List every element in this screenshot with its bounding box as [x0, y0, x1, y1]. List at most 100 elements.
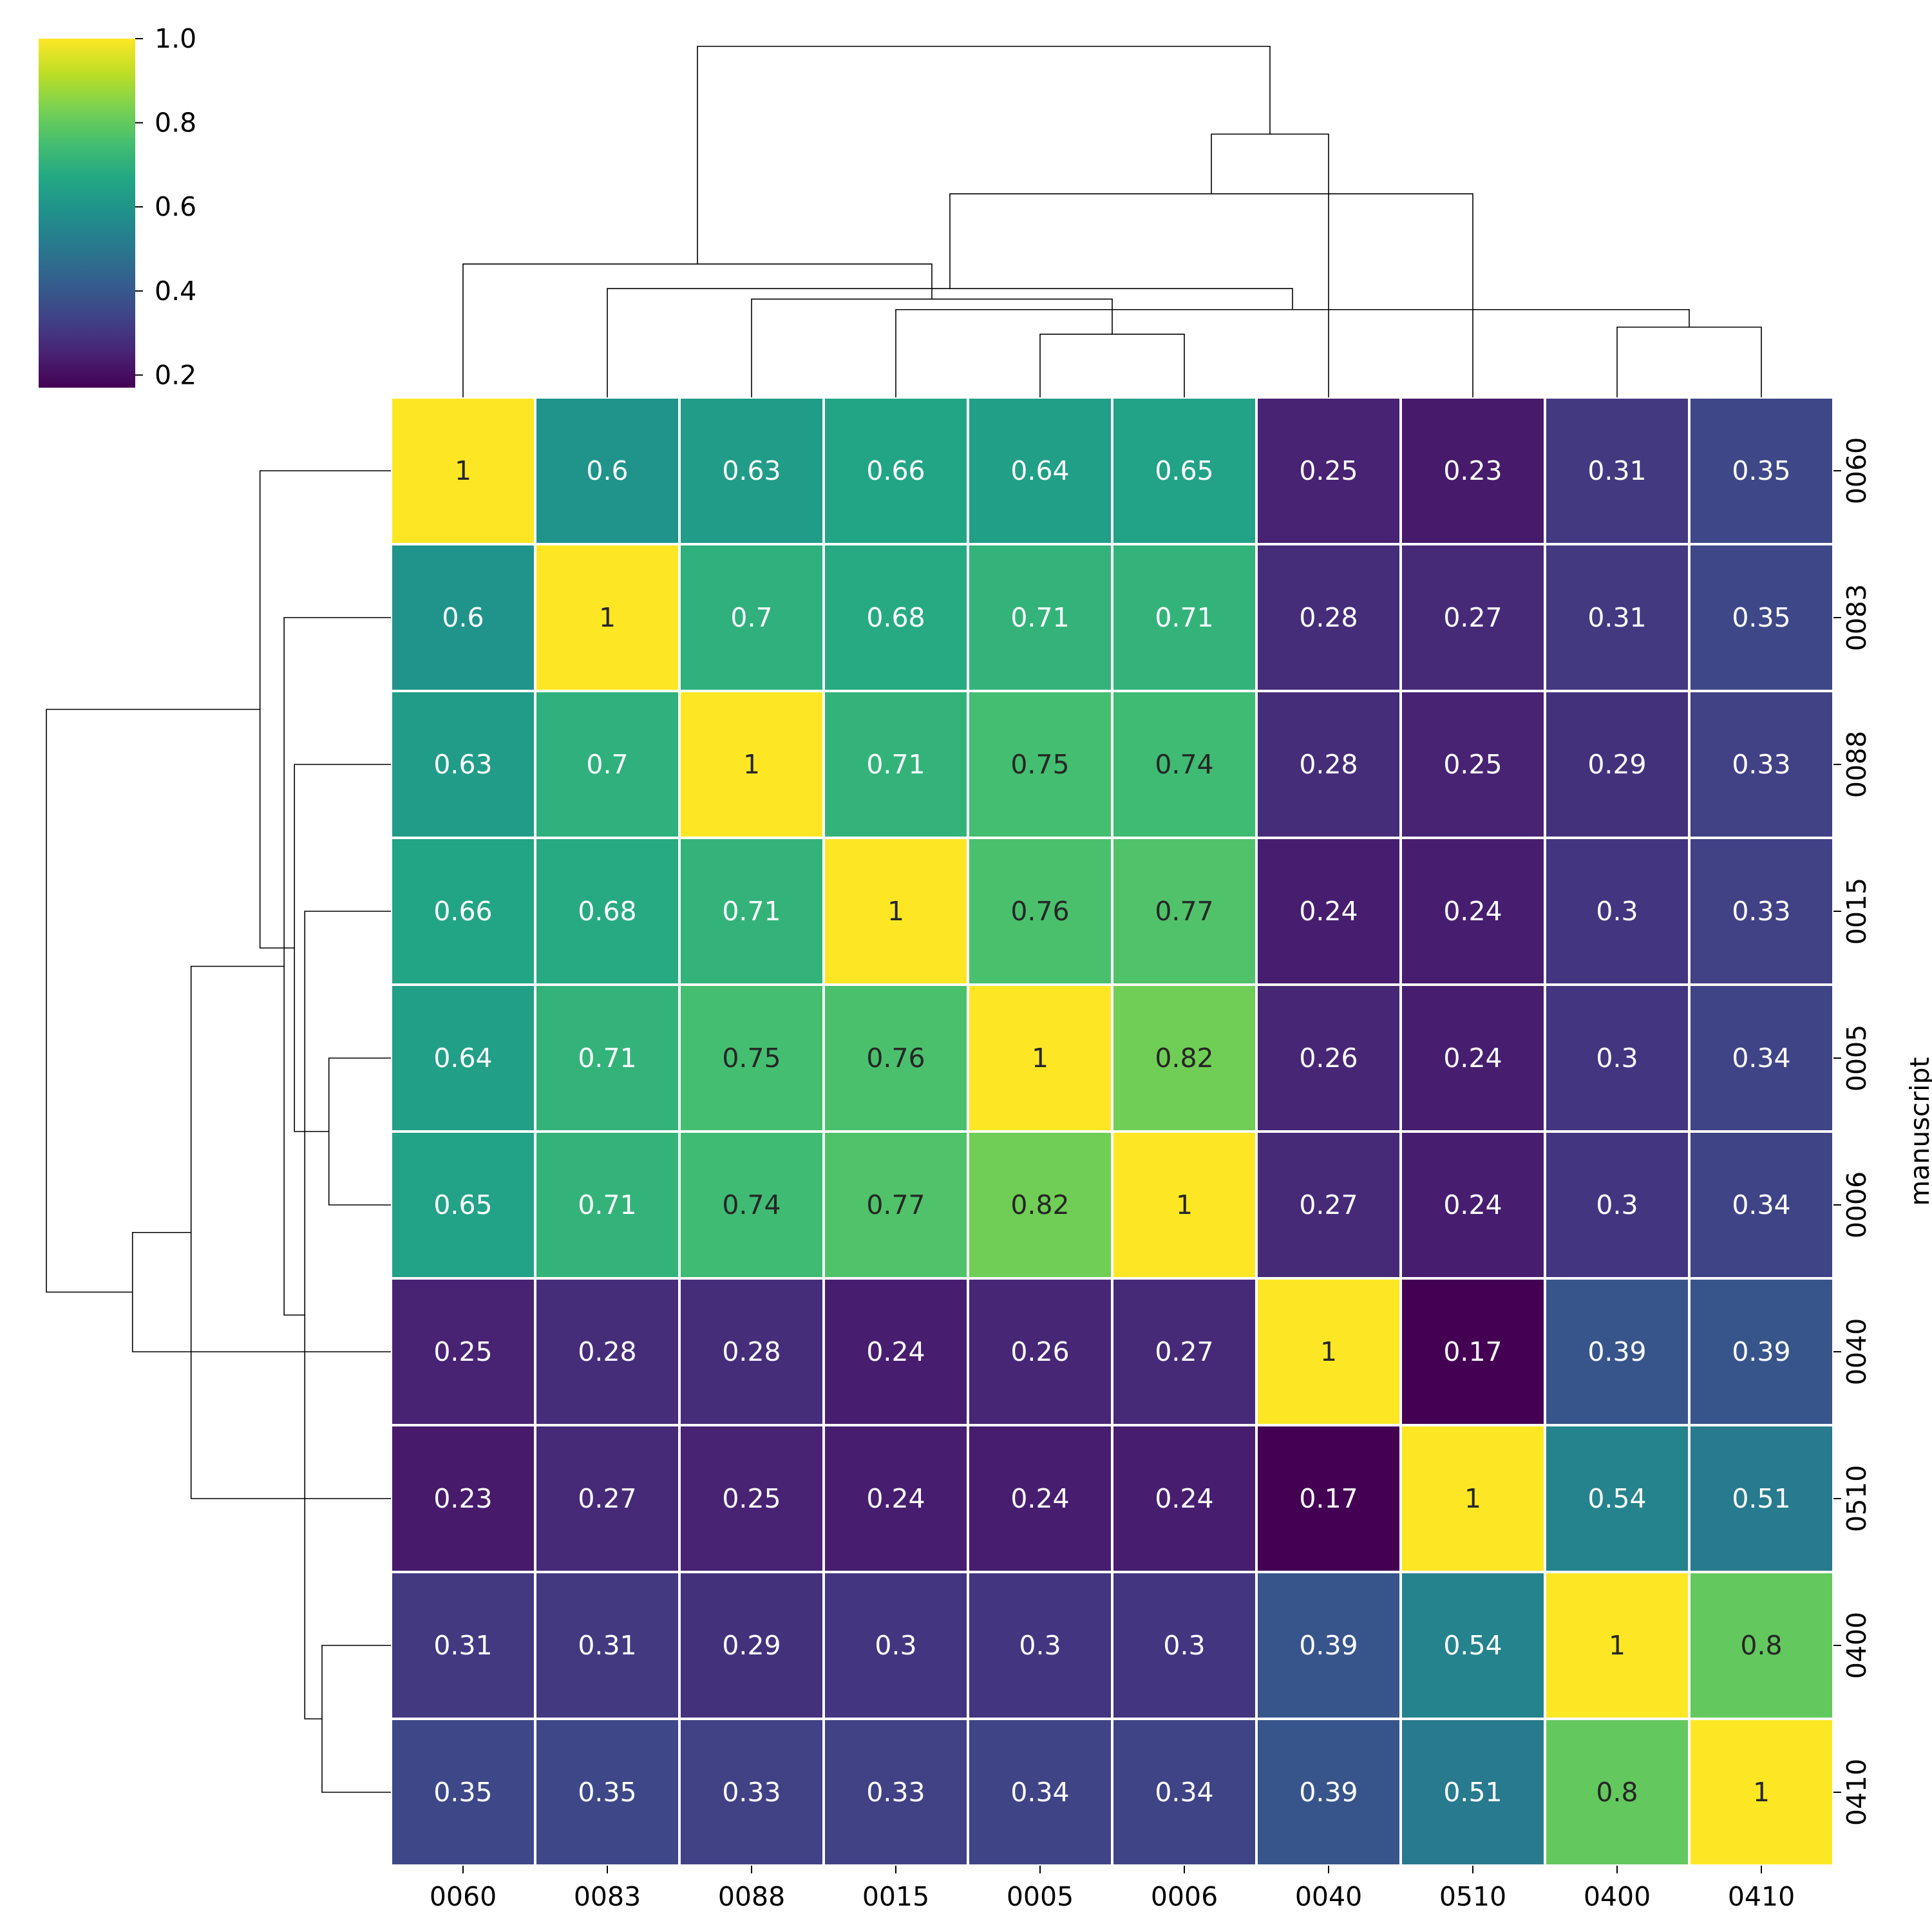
row-dendrogram-link: [131, 1231, 391, 1352]
x-tick-label-0040: 0040: [1295, 1881, 1362, 1912]
heatmap-cell-1-8: [1544, 543, 1690, 692]
heatmap-cell-6-3: [822, 1277, 969, 1426]
cell-value-label-8-5: 0.3: [1163, 1630, 1205, 1661]
cell-value-label-6-4: 0.26: [1010, 1336, 1069, 1367]
cell-value-label-5-3: 0.77: [866, 1189, 925, 1220]
cell-value-label-6-1: 0.28: [578, 1336, 636, 1367]
cell-value-label-7-3: 0.24: [866, 1483, 925, 1514]
heatmap-cell-2-6: [1255, 690, 1402, 839]
cell-value-label-0-5: 0.65: [1155, 455, 1213, 486]
cell-value-label-4-1: 0.71: [578, 1043, 636, 1074]
cell-value-label-0-0: 1: [455, 455, 471, 486]
cell-value-label-4-7: 0.24: [1443, 1043, 1502, 1074]
cell-value-label-9-1: 0.35: [578, 1777, 636, 1808]
cell-value-label-6-7: 0.17: [1443, 1336, 1502, 1367]
heatmap-cell-5-8: [1544, 1130, 1690, 1280]
x-tick-label-0088: 0088: [718, 1881, 785, 1912]
x-axis-ticks: 0060 0083 0088 0015 0005 0006 0040 0510 0400 0410: [430, 1866, 1795, 1912]
cell-value-label-2-4: 0.75: [1010, 749, 1069, 780]
colorbar: 0.2 0.4 0.6 0.8 1.0: [39, 23, 196, 390]
cell-value-label-7-8: 0.54: [1587, 1483, 1646, 1514]
cell-value-label-3-0: 0.66: [433, 896, 492, 927]
cell-value-label-5-1: 0.71: [578, 1189, 636, 1220]
heatmap-cell-7-6: [1255, 1424, 1402, 1573]
row-dendrogram-link: [283, 617, 391, 1316]
column-dendrogram-link: [895, 308, 1690, 397]
row-dendrogram-link: [259, 470, 391, 949]
cell-value-label-4-8: 0.3: [1596, 1043, 1638, 1074]
cell-value-label-8-7: 0.54: [1443, 1630, 1502, 1661]
heatmap-cell-7-2: [678, 1424, 825, 1573]
cell-value-label-6-8: 0.39: [1587, 1336, 1646, 1367]
column-dendrogram-link: [1616, 327, 1762, 397]
heatmap-cell-1-3: [822, 543, 969, 692]
column-dendrogram: [462, 46, 1762, 397]
cell-value-label-5-6: 0.27: [1299, 1189, 1358, 1220]
cell-value-label-0-3: 0.66: [866, 455, 925, 486]
y-tick-label-0410: 0410: [1841, 1759, 1872, 1826]
column-dendrogram-link: [949, 193, 1473, 397]
cell-value-label-8-8: 1: [1609, 1630, 1625, 1661]
column-dendrogram-link: [1039, 334, 1185, 397]
x-tick-label-0015: 0015: [862, 1881, 929, 1912]
heatmap-cell-1-7: [1399, 543, 1546, 692]
cell-value-label-7-0: 0.23: [433, 1483, 492, 1514]
cell-value-label-0-8: 0.31: [1587, 455, 1646, 486]
heatmap-cell-9-0: [390, 1718, 536, 1867]
heatmap-cell-2-2: [678, 690, 825, 839]
colorbar-tick-label-0.6: 0.6: [155, 191, 196, 222]
row-dendrogram-link: [46, 708, 260, 1293]
heatmap-cell-5-2: [678, 1130, 825, 1280]
cell-value-label-1-4: 0.71: [1010, 602, 1069, 633]
heatmap-cell-2-8: [1544, 690, 1690, 839]
heatmap-cell-9-8: [1544, 1718, 1690, 1867]
cell-value-label-6-3: 0.24: [866, 1336, 925, 1367]
heatmap-cell-0-1: [534, 396, 681, 545]
cell-value-label-2-1: 0.7: [586, 749, 628, 780]
y-tick-label-0060: 0060: [1841, 437, 1872, 504]
heatmap-cell-2-7: [1399, 690, 1546, 839]
heatmap-cell-3-5: [1111, 837, 1258, 986]
heatmap-cell-1-5: [1111, 543, 1258, 692]
y-tick-label-0006: 0006: [1841, 1171, 1872, 1238]
heatmap-cell-5-3: [822, 1130, 969, 1280]
heatmap-cell-2-0: [390, 690, 536, 839]
heatmap-cell-4-4: [967, 983, 1113, 1133]
heatmap-cell-1-6: [1255, 543, 1402, 692]
heatmap-cell-3-0: [390, 837, 536, 986]
colorbar-tick-label-0.4: 0.4: [155, 276, 196, 307]
heatmap-cell-2-4: [967, 690, 1113, 839]
cell-value-label-3-6: 0.24: [1299, 896, 1358, 927]
cell-value-label-5-4: 0.82: [1010, 1189, 1069, 1220]
cell-value-label-7-7: 1: [1464, 1483, 1481, 1514]
cell-value-label-6-5: 0.27: [1155, 1336, 1213, 1367]
row-dendrogram-link: [321, 1645, 391, 1793]
heatmap-cell-0-7: [1399, 396, 1546, 545]
heatmap-cell-0-0: [390, 396, 536, 545]
cell-value-label-7-9: 0.51: [1732, 1483, 1790, 1514]
cell-value-label-1-0: 0.6: [442, 602, 484, 633]
row-dendrogram-link: [328, 1057, 391, 1206]
cell-value-label-3-7: 0.24: [1443, 896, 1502, 927]
heatmap-cell-9-9: [1688, 1718, 1835, 1867]
cell-value-label-3-3: 1: [887, 896, 904, 927]
x-tick-label-0005: 0005: [1007, 1881, 1074, 1912]
cell-value-label-9-9: 1: [1753, 1777, 1770, 1808]
cell-value-label-6-2: 0.28: [722, 1336, 781, 1367]
cell-value-label-7-1: 0.27: [578, 1483, 636, 1514]
colorbar-tick-label-1.0: 1.0: [155, 23, 196, 54]
cell-value-label-7-4: 0.24: [1010, 1483, 1069, 1514]
cell-value-label-5-5: 1: [1176, 1189, 1193, 1220]
y-tick-label-0400: 0400: [1841, 1612, 1872, 1679]
cell-value-label-0-2: 0.63: [722, 455, 781, 486]
heatmap-cell-3-9: [1688, 837, 1835, 986]
heatmap-cell-8-2: [678, 1571, 825, 1720]
cell-value-label-4-5: 0.82: [1155, 1043, 1213, 1074]
row-dendrogram: [46, 470, 391, 1793]
cell-value-label-9-6: 0.39: [1299, 1777, 1358, 1808]
cell-value-label-4-3: 0.76: [866, 1043, 925, 1074]
heatmap-cell-7-1: [534, 1424, 681, 1573]
x-tick-label-0006: 0006: [1151, 1881, 1218, 1912]
y-tick-label-0005: 0005: [1841, 1025, 1872, 1092]
